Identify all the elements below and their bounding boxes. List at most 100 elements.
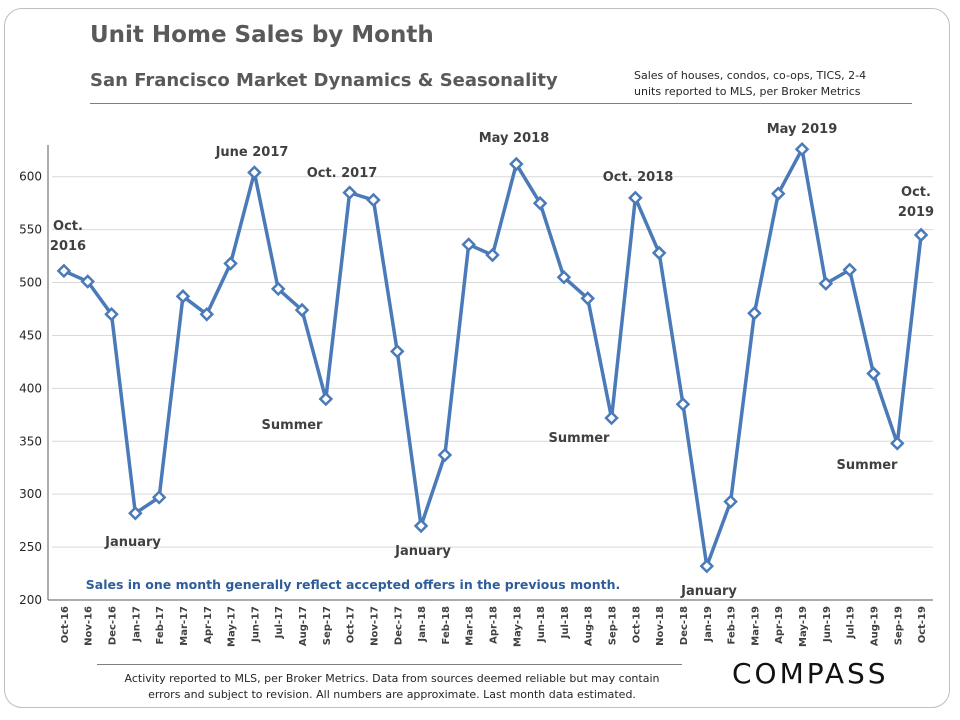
x-tick-label: Jan-18 [417,606,428,643]
data-marker [366,192,381,208]
data-marker [509,156,524,172]
header-rule [90,103,912,104]
data-marker [770,186,786,201]
data-marker [747,305,762,321]
y-tick-label: 500 [19,276,42,290]
data-marker [580,291,596,306]
data-marker [80,274,95,289]
annotation: June 2017 [215,145,289,160]
data-marker [913,227,929,243]
x-tick-label: May-17 [227,606,238,647]
x-tick-label: Sep-18 [608,606,619,645]
x-tick-label: Mar-18 [465,606,476,646]
data-marker [104,307,119,322]
data-marker [818,276,834,291]
annotation: Summer [262,418,324,433]
data-marker [223,256,238,271]
data-marker [485,247,500,263]
x-tick-label: Dec-17 [393,606,404,645]
data-marker [604,410,619,426]
x-tick-label: Apr-19 [774,606,785,644]
y-tick-label: 450 [19,328,42,342]
annotation: Summer [549,431,611,446]
y-tick-label: 250 [19,540,42,554]
frame [4,8,950,708]
x-tick-label: Oct-18 [631,606,642,643]
data-marker [175,289,191,304]
data-marker [342,185,357,200]
x-tick-label: Dec-18 [679,606,690,645]
x-tick-label: Jan-19 [703,606,714,643]
data-marker [675,396,691,412]
data-marker [437,447,453,463]
footnote: Activity reported to MLS, per Broker Met… [124,672,660,701]
x-tick-label: Jun-18 [536,606,547,643]
data-marker [556,269,572,285]
data-marker [151,490,167,505]
data-marker [890,436,905,451]
data-marker [56,263,72,279]
x-tick-label: Mar-19 [750,606,761,646]
x-tick-label: Feb-19 [727,606,738,644]
data-marker [294,302,310,318]
x-tick-label: Sep-17 [322,606,333,645]
data-marker [842,262,857,278]
annotation: Oct. 2019 [898,185,934,220]
data-marker [866,366,881,381]
data-marker [651,245,667,261]
data-marker [318,391,334,407]
data-marker [461,237,476,252]
x-tick-label: Aug-19 [869,606,880,646]
data-line [63,147,923,568]
x-tick-label: Feb-18 [441,606,452,644]
y-tick-label: 350 [19,434,42,448]
x-tick-label: Oct-16 [60,606,71,643]
x-tick-label: Aug-17 [298,606,309,646]
source-note: Sales of houses, condos, co-ops, TICS, 2… [634,69,867,98]
annotation: January [104,535,161,550]
x-tick-label: Nov-18 [655,606,666,646]
x-tick-label: Nov-17 [369,606,380,646]
data-marker [628,190,643,206]
data-marker [128,505,143,521]
data-marker [413,518,429,534]
annotation: January [394,544,451,559]
data-marker [723,494,738,509]
y-tick-label: 400 [19,381,42,395]
annotation: Oct. 2017 [307,166,378,181]
x-tick-label: Oct-19 [917,606,928,643]
data-marker [199,307,215,322]
x-tick-label: Jan-17 [131,606,142,643]
x-tick-label: Jul-17 [274,606,285,639]
x-tick-label: Jul-19 [846,606,857,639]
y-tick-label: 550 [19,223,42,237]
x-tick-label: Sep-19 [893,606,904,645]
data-marker [247,165,262,180]
x-tick-label: Apr-17 [203,606,214,644]
x-tick-label: Mar-17 [179,606,190,646]
annotation: January [680,584,737,599]
x-tick-label: Dec-16 [108,606,119,645]
y-tick-label: 200 [19,593,42,607]
annotation: Oct. 2016 [50,219,86,254]
subtitle: San Francisco Market Dynamics & Seasonal… [90,70,558,91]
data-marker [699,558,715,574]
x-tick-label: Jun-19 [822,606,833,643]
x-tick-label: Jul-18 [560,606,571,639]
x-tick-label: Oct-17 [346,606,357,643]
x-tick-label: Nov-16 [84,606,95,646]
annotation: Oct. 2018 [603,170,674,185]
data-marker [532,195,548,211]
data-marker [794,141,810,157]
logo: COMPASS [732,657,889,690]
x-tick-label: Aug-18 [584,606,595,646]
x-tick-label: Jun-17 [250,606,261,643]
annotation: Summer [837,458,899,473]
annotation: May 2019 [767,122,838,137]
x-tick-label: May-18 [512,606,523,647]
x-tick-label: May-19 [798,606,809,647]
data-marker [389,344,405,359]
chart-note: Sales in one month generally reflect acc… [86,577,620,592]
